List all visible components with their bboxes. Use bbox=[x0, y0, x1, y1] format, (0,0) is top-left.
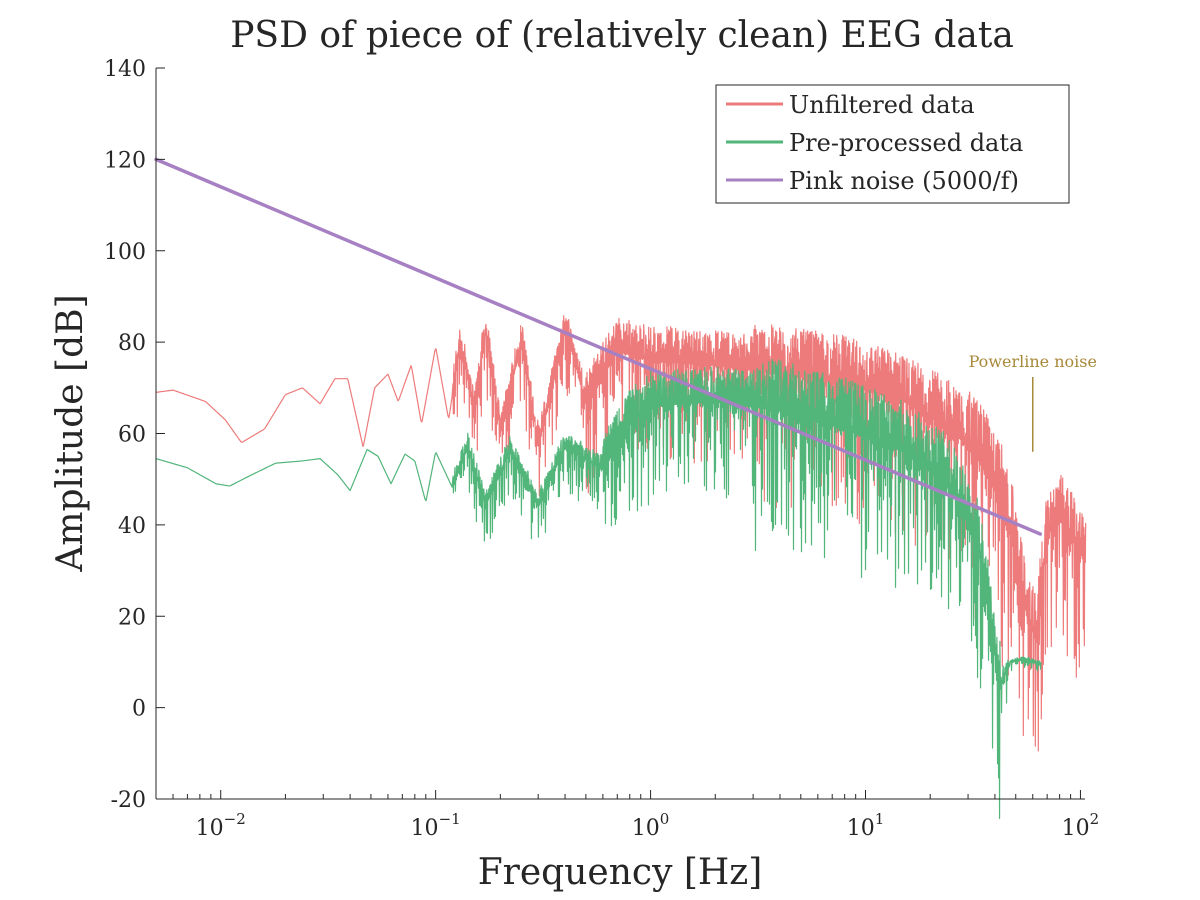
series-unfiltered-line bbox=[155, 315, 1087, 752]
y-tick-label: 60 bbox=[118, 423, 146, 448]
chart-title: PSD of piece of (relatively clean) EEG d… bbox=[230, 15, 1014, 56]
y-tick-label: 40 bbox=[118, 514, 146, 539]
annotation-label: Powerline noise bbox=[969, 352, 1097, 371]
legend-label: Pink noise (5000/f) bbox=[789, 167, 1019, 195]
y-tick-label: 120 bbox=[104, 148, 146, 173]
legend-label: Unfiltered data bbox=[789, 91, 975, 119]
legend-items: Unfiltered data Pre-processed data Pink no… bbox=[726, 91, 1023, 195]
series-preprocessed-line bbox=[155, 358, 1042, 819]
x-tick-label: 10−1 bbox=[411, 810, 461, 841]
y-tick-label: 20 bbox=[118, 605, 146, 630]
x-tick-label: 100 bbox=[632, 810, 670, 841]
plot-area: Powerline noise bbox=[154, 157, 1097, 819]
axes: -20 0 20 40 60 80 100 120 140 10−2 10−1 100 101 102 bbox=[104, 57, 1099, 841]
x-tick-label: 10−2 bbox=[196, 810, 246, 841]
annotation-layer: Powerline noise bbox=[969, 352, 1097, 452]
x-tick-label: 101 bbox=[847, 810, 885, 841]
x-axis-label: Frequency [Hz] bbox=[478, 852, 763, 893]
y-ticks: -20 0 20 40 60 80 100 120 140 bbox=[104, 57, 165, 813]
x-ticks: 10−2 10−1 100 101 102 bbox=[155, 790, 1100, 841]
series-pink-noise-line bbox=[154, 157, 1042, 536]
x-tick-label: 102 bbox=[1062, 810, 1100, 841]
legend: Unfiltered data Pre-processed data Pink no… bbox=[715, 84, 1070, 204]
y-tick-label: 100 bbox=[104, 240, 146, 265]
y-tick-label: 140 bbox=[104, 57, 146, 82]
legend-label: Pre-processed data bbox=[789, 129, 1023, 157]
y-tick-label: 80 bbox=[118, 331, 146, 356]
y-tick-label: -20 bbox=[111, 788, 146, 813]
y-tick-label: 0 bbox=[132, 697, 146, 722]
series-layer bbox=[154, 157, 1087, 819]
y-axis-label: Amplitude [dB] bbox=[50, 294, 91, 572]
